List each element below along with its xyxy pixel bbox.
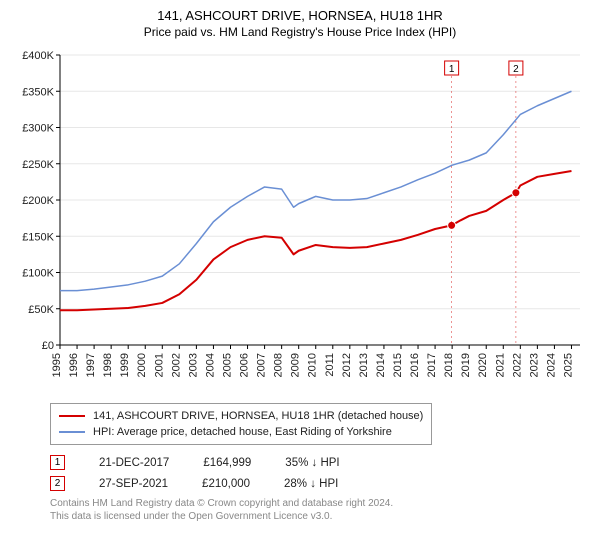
chart-subtitle: Price paid vs. HM Land Registry's House …: [14, 25, 586, 39]
legend-swatch-property: [59, 415, 85, 417]
sale-row: 1 21-DEC-2017 £164,999 35% ↓ HPI: [50, 455, 586, 470]
svg-text:£50K: £50K: [28, 304, 54, 316]
svg-text:2021: 2021: [494, 353, 506, 377]
legend-swatch-hpi: [59, 431, 85, 433]
svg-text:1998: 1998: [102, 353, 114, 377]
svg-text:2002: 2002: [170, 353, 182, 377]
svg-text:2006: 2006: [239, 353, 251, 377]
legend-item-hpi: HPI: Average price, detached house, East…: [59, 424, 423, 440]
svg-text:2019: 2019: [460, 353, 472, 377]
legend-label-hpi: HPI: Average price, detached house, East…: [93, 424, 392, 440]
chart-title: 141, ASHCOURT DRIVE, HORNSEA, HU18 1HR: [14, 8, 586, 23]
svg-text:2004: 2004: [204, 353, 216, 377]
sale-marker-icon: 2: [50, 476, 65, 491]
svg-text:1: 1: [449, 64, 455, 75]
footer-line1: Contains HM Land Registry data © Crown c…: [50, 497, 586, 510]
sale-price: £210,000: [202, 478, 250, 490]
svg-text:2014: 2014: [375, 353, 387, 377]
svg-text:£200K: £200K: [22, 195, 54, 207]
svg-text:2013: 2013: [358, 353, 370, 377]
sales-table: 1 21-DEC-2017 £164,999 35% ↓ HPI 2 27-SE…: [50, 455, 586, 491]
svg-text:2005: 2005: [221, 353, 233, 377]
chart-area: £0 £50K £100K £150K £200K £250K £300K £350K £400…: [14, 45, 586, 395]
sale-delta: 35% ↓ HPI: [285, 457, 339, 469]
svg-text:1996: 1996: [68, 353, 80, 377]
svg-text:£300K: £300K: [22, 123, 54, 135]
sale-price: £164,999: [203, 457, 251, 469]
svg-text:£150K: £150K: [22, 231, 54, 243]
svg-text:2003: 2003: [187, 353, 199, 377]
sale-date: 27-SEP-2021: [99, 478, 168, 490]
svg-text:£100K: £100K: [22, 268, 54, 280]
svg-text:2007: 2007: [256, 353, 268, 377]
legend-item-property: 141, ASHCOURT DRIVE, HORNSEA, HU18 1HR (…: [59, 408, 423, 424]
svg-text:2018: 2018: [443, 353, 455, 377]
footer: Contains HM Land Registry data © Crown c…: [50, 497, 586, 523]
svg-text:2008: 2008: [273, 353, 285, 377]
sale-marker-icon: 1: [50, 455, 65, 470]
svg-text:2022: 2022: [511, 353, 523, 377]
svg-text:2020: 2020: [477, 353, 489, 377]
svg-text:£350K: £350K: [22, 86, 54, 98]
line-chart-svg: £0 £50K £100K £150K £200K £250K £300K £350K £400…: [14, 45, 586, 395]
chart-container: 141, ASHCOURT DRIVE, HORNSEA, HU18 1HR P…: [0, 0, 600, 560]
svg-text:£400K: £400K: [22, 50, 54, 62]
svg-text:1995: 1995: [51, 353, 63, 377]
svg-text:1997: 1997: [85, 353, 97, 377]
svg-text:2001: 2001: [153, 353, 165, 377]
sale-delta: 28% ↓ HPI: [284, 478, 338, 490]
svg-text:2009: 2009: [290, 353, 302, 377]
svg-text:2: 2: [513, 64, 519, 75]
svg-text:2017: 2017: [426, 353, 438, 377]
sale-row: 2 27-SEP-2021 £210,000 28% ↓ HPI: [50, 476, 586, 491]
svg-text:2000: 2000: [136, 353, 148, 377]
sale-date: 21-DEC-2017: [99, 457, 169, 469]
svg-text:2025: 2025: [562, 353, 574, 377]
legend: 141, ASHCOURT DRIVE, HORNSEA, HU18 1HR (…: [50, 403, 432, 445]
footer-line2: This data is licensed under the Open Gov…: [50, 510, 586, 523]
svg-text:2024: 2024: [545, 353, 557, 377]
svg-text:2011: 2011: [324, 353, 336, 377]
svg-text:2010: 2010: [307, 353, 319, 377]
svg-text:£250K: £250K: [22, 159, 54, 171]
svg-text:2012: 2012: [341, 353, 353, 377]
svg-text:£0: £0: [42, 340, 54, 352]
svg-text:1999: 1999: [119, 353, 131, 377]
svg-text:2015: 2015: [392, 353, 404, 377]
svg-text:2023: 2023: [528, 353, 540, 377]
legend-label-property: 141, ASHCOURT DRIVE, HORNSEA, HU18 1HR (…: [93, 408, 423, 424]
svg-text:2016: 2016: [409, 353, 421, 377]
